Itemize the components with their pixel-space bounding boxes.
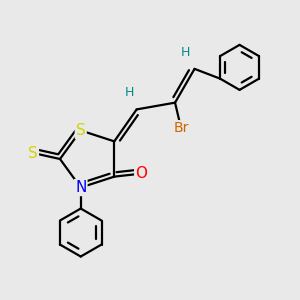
Text: H: H (124, 86, 134, 99)
Text: Br: Br (173, 121, 189, 135)
Text: N: N (75, 180, 86, 195)
Text: S: S (76, 123, 86, 138)
Text: O: O (135, 166, 147, 181)
Text: H: H (181, 46, 190, 59)
Text: S: S (28, 146, 38, 160)
